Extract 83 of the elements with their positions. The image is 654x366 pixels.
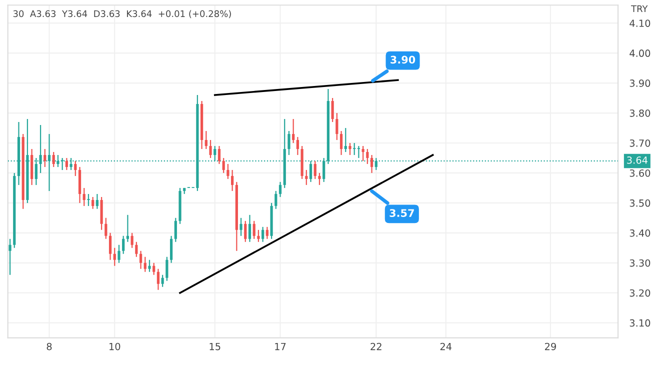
y-axis-title: TRY xyxy=(630,5,648,12)
candlestick xyxy=(130,232,134,248)
x-tick-label: 15 xyxy=(210,342,220,350)
candlestick xyxy=(122,235,125,254)
y-tick-label: 3.20 xyxy=(630,289,650,297)
chart-title: 30 A3.63 Y3.64 D3.63 K3.64 +0.01 (+0.28%) xyxy=(13,10,231,18)
candlestick xyxy=(156,268,160,290)
y-tick-label: 3.10 xyxy=(630,319,650,327)
candlestick xyxy=(305,169,308,186)
candlestick xyxy=(314,160,316,180)
candlestick xyxy=(204,130,208,150)
candlestick xyxy=(108,232,112,260)
candlestick xyxy=(362,145,364,162)
candlestick xyxy=(118,244,120,264)
candlestick xyxy=(336,112,338,141)
candlestick xyxy=(170,235,173,264)
candlestick xyxy=(104,217,108,240)
candlestick xyxy=(96,193,99,210)
candlestick xyxy=(87,193,90,206)
x-tick-label: 29 xyxy=(545,342,556,350)
candlestick xyxy=(231,169,234,192)
candlestick xyxy=(30,148,34,186)
x-tick-label: 17 xyxy=(275,342,286,350)
annotation: 3.90 xyxy=(390,56,416,64)
candlestick xyxy=(257,229,260,242)
y-tick-label: 3.90 xyxy=(630,80,650,87)
y-tick-label: 3.80 xyxy=(630,110,650,117)
candlestick xyxy=(139,250,142,270)
candlestick xyxy=(226,163,230,180)
candlestick xyxy=(65,157,68,171)
candlestick xyxy=(166,256,168,282)
candlestick xyxy=(240,217,242,236)
candlestick xyxy=(78,166,82,204)
candlestick xyxy=(74,160,77,177)
y-tick-label: 3.60 xyxy=(630,169,650,177)
candlestick xyxy=(82,187,86,206)
candlestick xyxy=(222,157,225,174)
candlestick xyxy=(152,262,156,276)
candlestick xyxy=(266,226,268,240)
candlestick xyxy=(278,181,282,198)
candlestick xyxy=(348,142,352,156)
candlestick xyxy=(248,214,252,242)
candlestick xyxy=(274,190,278,210)
candlestick xyxy=(100,196,103,230)
candlestick xyxy=(174,217,177,242)
y-tick-label: 4.00 xyxy=(630,50,650,57)
candlestick xyxy=(44,148,46,168)
candlestick xyxy=(296,136,299,156)
y-tick-label: 3.30 xyxy=(630,259,650,267)
candlestick xyxy=(366,148,369,165)
candlestick xyxy=(344,127,347,153)
candlestick xyxy=(161,274,164,288)
candlestick xyxy=(148,259,151,272)
candlestick xyxy=(113,247,116,266)
y-tick-label: 3.70 xyxy=(630,139,650,147)
candlestick xyxy=(331,97,334,123)
candlestick xyxy=(340,130,343,156)
candlestick xyxy=(318,172,321,186)
candlestick xyxy=(218,145,221,165)
candlestick xyxy=(357,145,360,159)
candlestick xyxy=(8,238,12,276)
candlestick xyxy=(209,139,212,159)
y-tick-label: 3.50 xyxy=(630,199,650,207)
y-tick-label: 4.10 xyxy=(630,20,650,27)
candlestick xyxy=(288,130,290,156)
candlestick xyxy=(252,220,256,240)
candlestick xyxy=(92,196,94,210)
candlestick xyxy=(52,151,55,168)
candlestick xyxy=(126,214,130,242)
ref-line-label: 3.64 xyxy=(627,156,648,164)
x-tick-label: 22 xyxy=(370,342,382,350)
x-tick-label: 8 xyxy=(46,342,52,350)
candlestick xyxy=(135,241,138,258)
candlestick xyxy=(292,118,295,144)
x-tick-label: 10 xyxy=(110,342,120,350)
annotation: 3.57 xyxy=(390,209,414,217)
candlestick xyxy=(244,220,247,242)
candlestick xyxy=(353,142,356,156)
x-tick-label: 24 xyxy=(440,342,452,350)
candlestick xyxy=(370,154,374,174)
y-tick-label: 3.40 xyxy=(630,229,650,237)
candlestick xyxy=(144,256,146,272)
candlestick xyxy=(262,226,264,242)
